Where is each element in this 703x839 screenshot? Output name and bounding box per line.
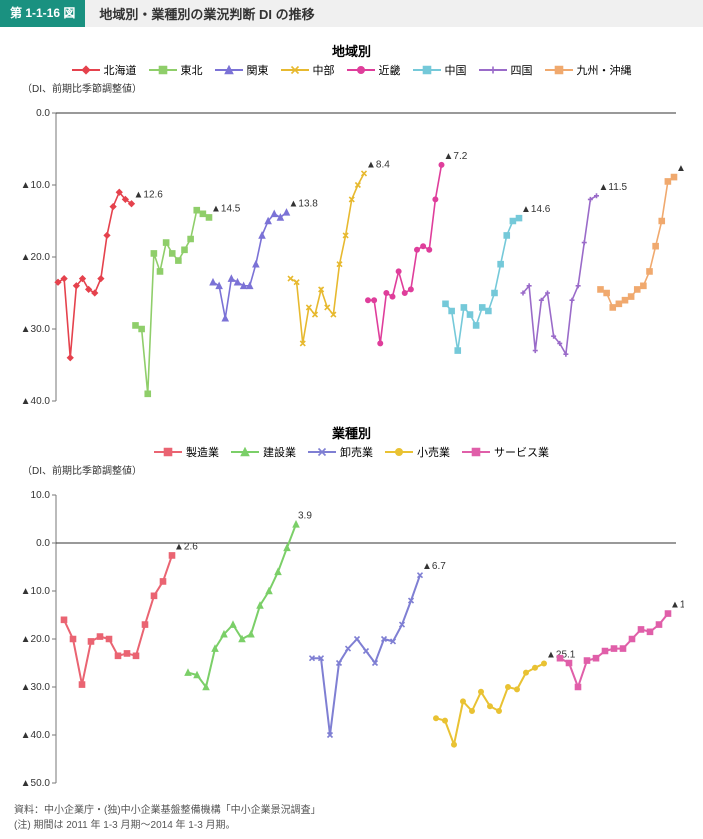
svg-text:▲13.8: ▲13.8: [289, 198, 319, 209]
legend-item: 九州・沖縄: [545, 62, 632, 78]
legend-marker: [281, 65, 309, 75]
legend-marker: [462, 447, 490, 457]
legend-marker: [308, 447, 336, 457]
footnotes: 資料：中小企業庁・(独)中小企業基盤整備機構「中小企業景況調査」 (注) 期間は…: [0, 797, 703, 839]
chart2-axis-note: （DI、前期比季節調整値）: [22, 462, 689, 477]
legend-marker: [154, 447, 182, 457]
legend-item: 小売業: [385, 444, 450, 460]
legend-marker: [385, 447, 413, 457]
legend-marker: [149, 65, 177, 75]
chart1-legend: 北海道 東北 関東 中部 近畿 中国 四国 九州・沖縄: [14, 62, 689, 78]
legend-marker: [479, 65, 507, 75]
chart1-plot: 0.0 ▲10.0 ▲20.0 ▲30.0 ▲40.0 ▲12.6 ▲14.5 ▲13.8 ▲8…: [14, 95, 689, 415]
legend-marker: [347, 65, 375, 75]
svg-text:0.0: 0.0: [36, 538, 50, 549]
figure-label: 第 1-1-16 図: [0, 0, 85, 27]
legend-item: 近畿: [347, 62, 401, 78]
legend-label: サービス業: [494, 444, 549, 460]
svg-text:▲10.0: ▲10.0: [21, 586, 51, 597]
legend-label: 四国: [511, 62, 533, 78]
svg-text:▲30.0: ▲30.0: [21, 682, 51, 693]
legend-item: 東北: [149, 62, 203, 78]
legend-marker: [545, 65, 573, 75]
svg-text:▲8.4: ▲8.4: [366, 159, 390, 170]
svg-text:▲40.0: ▲40.0: [21, 730, 51, 741]
svg-text:▲14.6: ▲14.6: [521, 204, 551, 215]
legend-label: 製造業: [186, 444, 219, 460]
svg-text:▲7.2: ▲7.2: [444, 151, 468, 162]
svg-text:▲40.0: ▲40.0: [21, 396, 51, 407]
legend-item: 四国: [479, 62, 533, 78]
footnote-line: 資料：中小企業庁・(独)中小企業基盤整備機構「中小企業景況調査」: [14, 803, 689, 818]
chart2-plot: 10.0 0.0 ▲10.0 ▲20.0 ▲30.0 ▲40.0 ▲50.0 ▲2.6 3.9 ▲…: [14, 477, 689, 797]
legend-item: 関東: [215, 62, 269, 78]
svg-text:0.0: 0.0: [36, 108, 50, 119]
legend-marker: [231, 447, 259, 457]
svg-text:▲12.6: ▲12.6: [134, 190, 164, 201]
svg-text:▲20.0: ▲20.0: [21, 252, 51, 263]
legend-label: 小売業: [417, 444, 450, 460]
legend-label: 中国: [445, 62, 467, 78]
chart1-title: 地域別: [14, 41, 689, 60]
legend-label: 北海道: [104, 62, 137, 78]
svg-text:▲8.9: ▲8.9: [676, 163, 684, 174]
legend-marker: [215, 65, 243, 75]
svg-text:▲11.5: ▲11.5: [599, 182, 628, 193]
figure-title: 地域別・業種別の業況判断 DI の推移: [85, 0, 703, 27]
legend-label: 関東: [247, 62, 269, 78]
svg-text:▲6.7: ▲6.7: [422, 561, 446, 572]
legend-marker: [413, 65, 441, 75]
footnote-line: (注) 期間は 2011 年 1-3 月期〜2014 年 1-3 月期。: [14, 818, 689, 833]
legend-label: 建設業: [263, 444, 296, 460]
legend-label: 近畿: [379, 62, 401, 78]
legend-item: 製造業: [154, 444, 219, 460]
legend-item: 中国: [413, 62, 467, 78]
legend-label: 東北: [181, 62, 203, 78]
svg-text:▲2.6: ▲2.6: [174, 541, 198, 552]
legend-item: 北海道: [72, 62, 137, 78]
svg-text:▲20.0: ▲20.0: [21, 634, 51, 645]
legend-label: 九州・沖縄: [577, 62, 632, 78]
legend-item: 中部: [281, 62, 335, 78]
svg-text:10.0: 10.0: [31, 490, 51, 501]
legend-marker: [72, 65, 100, 75]
svg-text:▲30.0: ▲30.0: [21, 324, 51, 335]
chart2-legend: 製造業 建設業 卸売業 小売業 サービス業: [14, 444, 689, 460]
svg-text:▲14.5: ▲14.5: [211, 203, 241, 214]
svg-text:3.9: 3.9: [298, 510, 312, 521]
svg-text:▲50.0: ▲50.0: [21, 778, 51, 789]
svg-text:▲10.0: ▲10.0: [21, 180, 51, 191]
legend-item: 卸売業: [308, 444, 373, 460]
legend-label: 中部: [313, 62, 335, 78]
legend-item: サービス業: [462, 444, 549, 460]
svg-text:▲14.7: ▲14.7: [670, 600, 684, 611]
chart2-title: 業種別: [14, 423, 689, 442]
legend-label: 卸売業: [340, 444, 373, 460]
legend-item: 建設業: [231, 444, 296, 460]
chart1-axis-note: （DI、前期比季節調整値）: [22, 80, 689, 95]
